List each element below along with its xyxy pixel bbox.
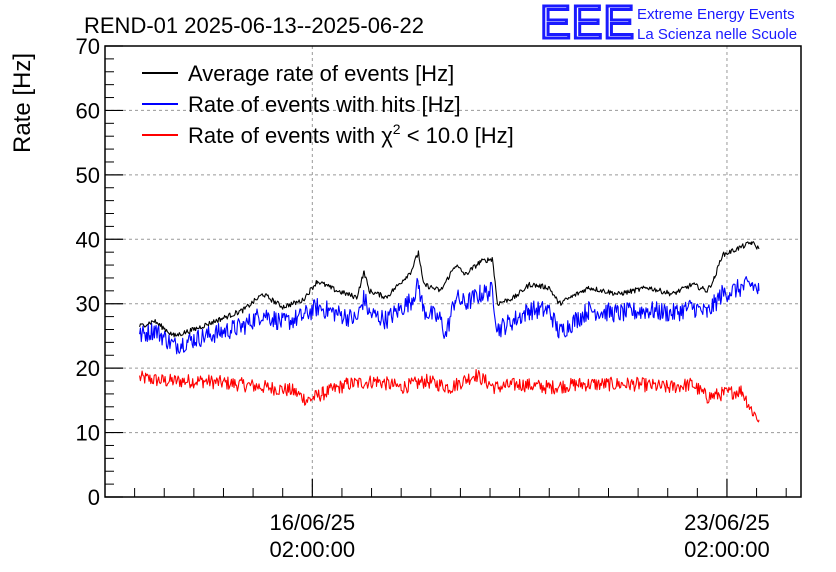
y-axis-label: Rate [Hz] xyxy=(9,53,36,153)
logo-line-1: Extreme Energy Events xyxy=(637,6,795,23)
x-tick-label-date: 23/06/25 xyxy=(684,510,770,535)
logo-line-2: La Scienza nelle Scuole xyxy=(637,26,797,43)
legend-chi2-suffix: < 10.0 [Hz] xyxy=(401,123,514,148)
x-tick-label-date: 16/06/25 xyxy=(269,510,355,535)
legend-label-hits: Rate of events with hits [Hz] xyxy=(188,92,461,117)
eee-logo: EEE Extreme Energy Events La Scienza nel… xyxy=(539,0,798,50)
legend-chi2-prefix: Rate of events with xyxy=(188,123,381,148)
y-tick-label: 20 xyxy=(76,356,100,381)
x-tick-label-time: 02:00:00 xyxy=(684,537,770,562)
series-line-1 xyxy=(139,276,760,355)
series-line-0 xyxy=(139,241,760,338)
series-line-2 xyxy=(139,368,760,423)
legend-label-chi2: Rate of events with χ2 < 10.0 [Hz] xyxy=(188,121,514,148)
legend: Average rate of events [Hz] Rate of even… xyxy=(142,61,514,148)
y-tick-label: 40 xyxy=(76,227,100,252)
axis-tick-labels: 01020304050607016/06/2502:00:0023/06/250… xyxy=(76,34,770,562)
plot-frame xyxy=(104,45,802,498)
eee-logo-mark: EEE xyxy=(540,0,635,48)
y-tick-label: 70 xyxy=(76,34,100,59)
y-tick-label: 10 xyxy=(76,421,100,446)
y-tick-label: 30 xyxy=(76,292,100,317)
y-tick-label: 60 xyxy=(76,98,100,123)
x-tick-label-time: 02:00:00 xyxy=(269,537,355,562)
axis-ticks xyxy=(105,45,787,498)
series-layer xyxy=(139,241,760,423)
legend-label-avg: Average rate of events [Hz] xyxy=(188,61,454,86)
legend-chi2-symbol: χ xyxy=(381,123,393,148)
y-tick-label: 50 xyxy=(76,163,100,188)
chart-title: REND-01 2025-06-13--2025-06-22 xyxy=(84,13,424,38)
y-tick-label: 0 xyxy=(88,485,100,510)
legend-chi2-sup: 2 xyxy=(393,121,401,137)
